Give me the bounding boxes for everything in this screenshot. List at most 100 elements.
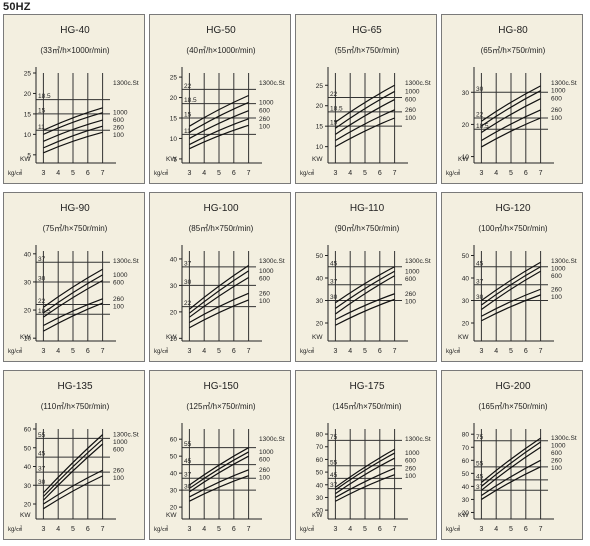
series-line xyxy=(189,101,249,133)
y-tick-label: 30 xyxy=(24,279,32,286)
y-tick-label: 20 xyxy=(24,91,32,98)
x-tick-label: 5 xyxy=(363,526,367,533)
y-tick-label: 10 xyxy=(316,144,324,151)
chart-svg: HG-65 (55㎥/h×750r/min) 10 15 20 25 15 18.5 22 3 4 5… xyxy=(300,25,431,177)
reference-line-label: 18.5 xyxy=(38,308,51,315)
series-line xyxy=(43,475,103,510)
x-tick-label: 3 xyxy=(333,170,337,177)
y-tick-label: 40 xyxy=(170,471,178,478)
series-line xyxy=(189,265,249,310)
x-tick-label: 5 xyxy=(217,348,221,355)
reference-line-label: 37 xyxy=(38,466,46,473)
series-label: 600 xyxy=(405,97,416,104)
series-line xyxy=(189,292,249,323)
series-label: 1300c.St xyxy=(259,258,285,265)
chart-panel: HG-50 (40㎥/h×1000r/min) 5 10 15 20 25 11 15 18.5 2… xyxy=(149,14,291,184)
series-line xyxy=(189,299,249,329)
x-tick-label: 7 xyxy=(101,170,105,177)
series-line xyxy=(189,110,249,139)
y-tick-label: 15 xyxy=(316,124,324,131)
series-label: 1300c.St xyxy=(551,80,577,87)
chart-title: HG-40 xyxy=(60,25,90,36)
chart-svg: HG-150(125㎥/h×750r/min)20304050603037455… xyxy=(154,381,285,533)
chart-panel: HG-200 (165㎥/h×750r/min) 20 30 40 50 60 70 80 37 4… xyxy=(441,370,583,540)
y-tick-label: 20 xyxy=(170,505,178,512)
reference-line-label: 30 xyxy=(476,86,484,93)
y-tick-label: 50 xyxy=(316,253,324,260)
x-tick-label: 7 xyxy=(393,348,397,355)
series-label: 600 xyxy=(405,276,416,283)
series-label: 260 xyxy=(113,296,124,303)
series-line xyxy=(335,266,395,304)
chart-panel: HG-150 (125㎥/h×750r/min) 20 30 40 50 60 30 37 45 5… xyxy=(149,370,291,540)
chart-title: HG-110 xyxy=(350,203,385,214)
y-tick-label: 30 xyxy=(462,90,470,97)
series-line xyxy=(43,302,103,332)
series-line xyxy=(335,448,395,488)
series-line xyxy=(43,298,103,327)
x-axis-label: kg/㎠ xyxy=(446,169,460,177)
reference-line-label: 22 xyxy=(184,83,192,90)
x-tick-label: 7 xyxy=(393,170,397,177)
x-tick-label: 6 xyxy=(378,526,382,533)
reference-line-label: 45 xyxy=(476,260,484,267)
y-tick-label: 50 xyxy=(462,253,470,260)
chart-panel: HG-175 (145㎥/h×750r/min) 20 30 40 50 60 70 80 37 4… xyxy=(295,370,437,540)
series-line xyxy=(335,90,395,129)
series-line xyxy=(189,118,249,146)
y-axis-label: KW xyxy=(458,156,469,163)
y-tick-label: 5 xyxy=(27,152,31,159)
series-line xyxy=(43,274,103,314)
series-line xyxy=(43,469,103,505)
series-label: 100 xyxy=(113,475,124,482)
x-tick-label: 7 xyxy=(539,526,543,533)
y-tick-label: 20 xyxy=(24,308,32,315)
y-axis-label: KW xyxy=(458,512,469,519)
y-tick-label: 50 xyxy=(24,445,32,452)
x-tick-label: 4 xyxy=(494,526,498,533)
x-tick-label: 3 xyxy=(187,348,191,355)
reference-line-label: 45 xyxy=(38,451,46,458)
x-tick-label: 3 xyxy=(187,170,191,177)
x-tick-label: 6 xyxy=(232,170,236,177)
y-tick-label: 10 xyxy=(170,336,178,343)
series-label: 600 xyxy=(113,279,124,286)
series-line xyxy=(481,437,541,483)
y-tick-label: 20 xyxy=(170,309,178,316)
series-label: 1000 xyxy=(259,449,274,456)
chart-panel: HG-120 (100㎥/h×750r/min) 20 30 40 50 30 37 45 3 4 5… xyxy=(441,192,583,362)
chart-title: HG-135 xyxy=(57,381,92,392)
series-label: 100 xyxy=(405,115,416,122)
series-line xyxy=(481,266,541,306)
series-line xyxy=(481,288,541,317)
y-tick-label: 20 xyxy=(316,321,324,328)
series-line xyxy=(335,293,395,321)
x-tick-label: 4 xyxy=(348,170,352,177)
y-axis-label: KW xyxy=(312,334,323,341)
reference-line-label: 22 xyxy=(330,91,338,98)
x-tick-label: 3 xyxy=(479,526,483,533)
series-label: 600 xyxy=(113,447,124,454)
reference-line-label: 15 xyxy=(38,107,46,114)
series-line xyxy=(481,85,541,122)
series-line xyxy=(335,99,395,135)
series-label: 600 xyxy=(259,456,270,463)
series-label: 1000 xyxy=(113,439,128,446)
series-label: 260 xyxy=(405,465,416,472)
y-tick-label: 30 xyxy=(462,497,470,504)
x-tick-label: 5 xyxy=(217,170,221,177)
chart-svg: HG-90(75㎥/h×750r/min)1020304018.52230373… xyxy=(8,203,139,355)
series-label: 1000 xyxy=(259,99,274,106)
x-axis-label: kg/㎠ xyxy=(154,347,168,355)
chart-subtitle: (110㎥/h×750r/min) xyxy=(41,402,110,411)
y-tick-label: 20 xyxy=(170,95,178,102)
y-tick-label: 60 xyxy=(462,458,470,465)
x-tick-label: 6 xyxy=(86,526,90,533)
series-line xyxy=(189,447,249,486)
reference-line-label: 55 xyxy=(184,441,192,448)
x-tick-label: 4 xyxy=(56,170,60,177)
series-line xyxy=(43,112,103,135)
series-line xyxy=(42,438,103,497)
chart-title: HG-175 xyxy=(349,381,384,392)
reference-line-label: 15 xyxy=(330,120,338,127)
